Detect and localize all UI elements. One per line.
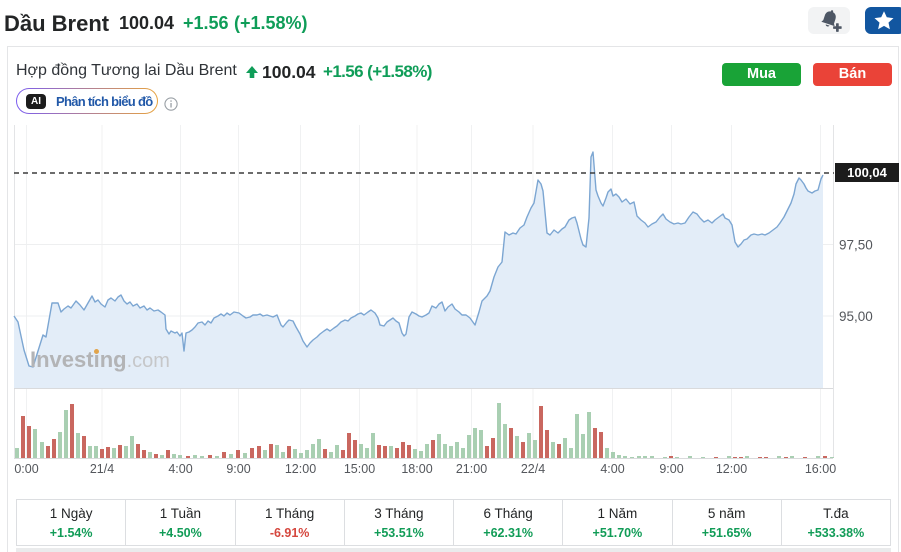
svg-text:100,04: 100,04 [847,165,888,180]
svg-text:95,00: 95,00 [839,309,873,324]
svg-text:12:00: 12:00 [285,462,316,476]
svg-text:4:00: 4:00 [600,462,624,476]
svg-text:9:00: 9:00 [226,462,250,476]
svg-text:18:00: 18:00 [401,462,432,476]
svg-text:9:00: 9:00 [659,462,683,476]
svg-text:4:00: 4:00 [168,462,192,476]
svg-text:12:00: 12:00 [716,462,747,476]
svg-text:21:00: 21:00 [456,462,487,476]
svg-text:15:00: 15:00 [344,462,375,476]
svg-text:22/4: 22/4 [521,462,545,476]
svg-text:0:00: 0:00 [14,462,38,476]
svg-text:97,50: 97,50 [839,238,873,253]
svg-text:21/4: 21/4 [90,462,114,476]
svg-text:16:00: 16:00 [805,462,836,476]
